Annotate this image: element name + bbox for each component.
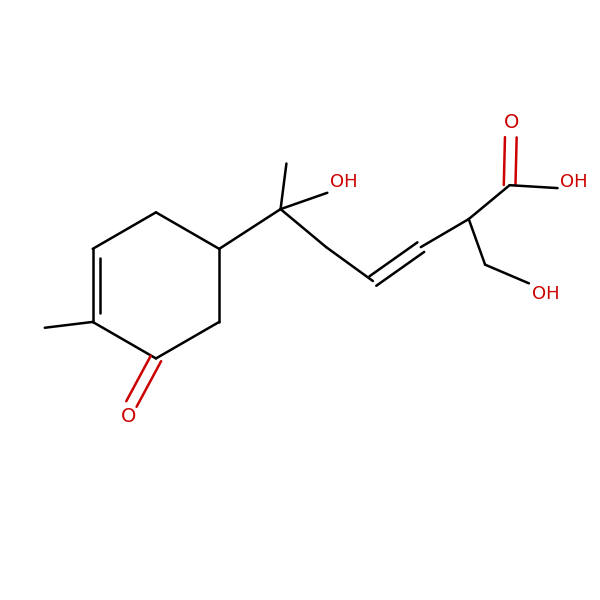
Text: OH: OH	[532, 285, 559, 303]
Text: OH: OH	[560, 173, 588, 191]
Text: O: O	[121, 407, 136, 427]
Text: O: O	[504, 113, 520, 132]
Text: OH: OH	[330, 173, 358, 191]
